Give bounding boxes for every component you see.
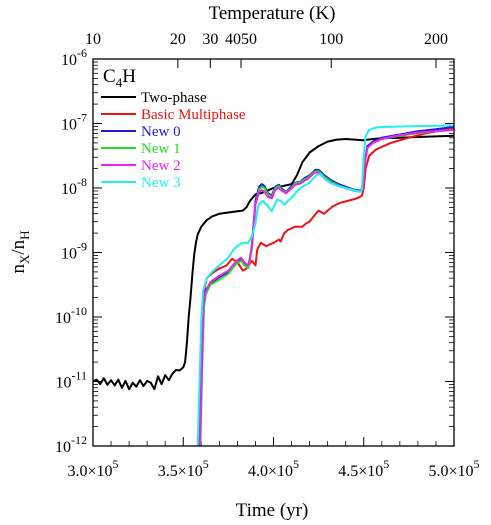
y-tick-label: 10-9 — [61, 240, 87, 263]
legend-label: New 2 — [141, 158, 181, 174]
y-tick-exp: -8 — [77, 175, 87, 189]
top-tick-label: 20 — [170, 31, 186, 48]
top-tick-label: 30 — [202, 31, 218, 48]
y-tick-label: 10-11 — [55, 369, 87, 392]
y-tick-exp: -9 — [77, 240, 87, 254]
y-tick-base: 10 — [61, 117, 77, 134]
y-tick-exp: -6 — [77, 46, 87, 60]
species-sub: 4 — [116, 75, 123, 90]
y-tick-exp: -12 — [71, 433, 87, 447]
x-tick-base: 4.0×10 — [248, 463, 293, 480]
legend-label: Two-phase — [141, 90, 207, 106]
species-annotation: C4H — [103, 66, 136, 90]
series-lines — [93, 124, 454, 446]
legend-label: New 3 — [141, 175, 181, 191]
top-tick-label: 10 — [85, 31, 101, 48]
plot-frame — [92, 58, 455, 447]
y-axis-title-sub2: H — [17, 230, 32, 239]
series-line-0 — [93, 134, 454, 391]
legend-label: New 1 — [141, 141, 181, 157]
top-tick-label: 100 — [319, 31, 343, 48]
x-axis-title: Time (yr) — [236, 500, 309, 521]
y-axis-title-mid: /n — [8, 239, 29, 254]
y-tick-base: 10 — [55, 310, 71, 327]
x-tick-exp: 5 — [293, 457, 299, 471]
x-tick-exp: 5 — [474, 457, 480, 471]
x-tick-base: 4.5×10 — [338, 463, 383, 480]
x-tick-label: 4.5×105 — [338, 457, 389, 480]
top-tick-label: 200 — [424, 31, 448, 48]
y-axis-title-sub1: X — [17, 254, 32, 264]
y-tick-exp: -10 — [71, 304, 87, 318]
y-tick-label: 10-12 — [55, 433, 87, 456]
legend-label: New 0 — [141, 124, 181, 140]
y-tick-base: 10 — [55, 375, 71, 392]
x-tick-base: 3.5×10 — [158, 463, 203, 480]
y-tick-label: 10-8 — [61, 175, 87, 198]
top-tick-label: 4050 — [225, 31, 257, 48]
x-tick-label: 3.0×105 — [67, 457, 118, 480]
x-tick-base: 3.0×10 — [67, 463, 112, 480]
y-tick-exp: -11 — [71, 369, 87, 383]
species-main: C — [103, 66, 116, 87]
x-tick-base: 5.0×10 — [428, 463, 473, 480]
y-tick-base: 10 — [61, 246, 77, 263]
x-tick-exp: 5 — [383, 457, 389, 471]
top-axis-title: Temperature (K) — [209, 3, 336, 24]
series-line-2 — [198, 125, 454, 446]
y-axis-title: nX/nH — [8, 230, 32, 273]
x-tick-label: 3.5×105 — [158, 457, 209, 480]
y-tick-label: 10-10 — [55, 304, 87, 327]
y-tick-base: 10 — [61, 52, 77, 69]
x-tick-exp: 5 — [113, 457, 119, 471]
species-tail: H — [122, 66, 136, 87]
series-line-1 — [197, 127, 454, 446]
y-tick-label: 10-7 — [61, 111, 87, 134]
y-tick-label: 10-6 — [61, 46, 87, 69]
y-tick-exp: -7 — [77, 111, 87, 125]
y-tick-base: 10 — [61, 181, 77, 198]
x-tick-label: 4.0×105 — [248, 457, 299, 480]
x-tick-label: 5.0×105 — [428, 457, 479, 480]
y-axis-title-main: n — [8, 264, 29, 274]
series-line-5 — [196, 124, 454, 446]
x-tick-exp: 5 — [203, 457, 209, 471]
y-tick-base: 10 — [55, 439, 71, 456]
legend-label: Basic Multiphase — [141, 107, 246, 123]
